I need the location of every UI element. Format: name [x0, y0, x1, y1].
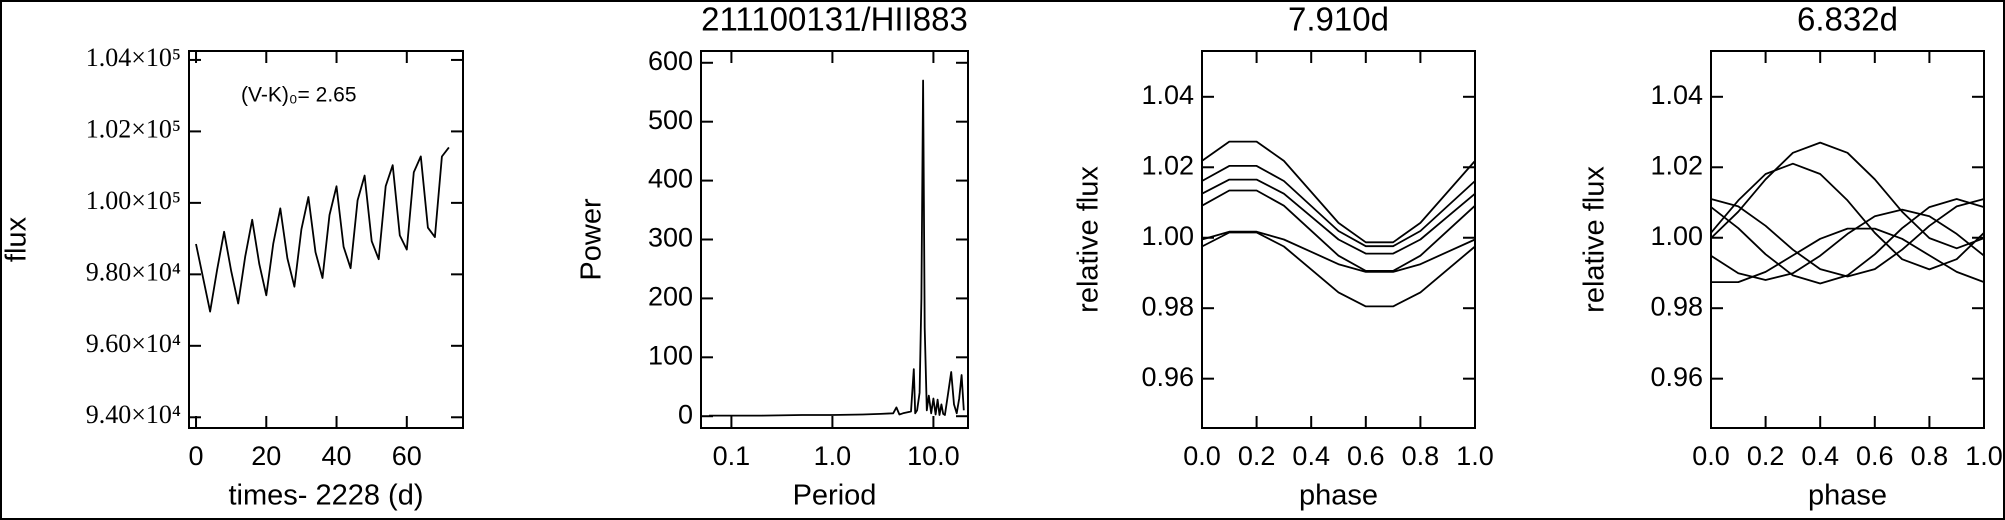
- plot-frame: [1710, 50, 1985, 429]
- y-tick-label: 300: [648, 223, 693, 253]
- y-axis-label: relative flux: [1579, 166, 1611, 313]
- chart-title: 211100131/HII883: [701, 1, 968, 38]
- y-tick-label: 0.98: [1141, 291, 1194, 321]
- x-tick-label: 1.0: [1456, 441, 1494, 471]
- y-tick-label: 0: [678, 399, 693, 429]
- y-tick-label: 1.04: [1141, 80, 1194, 110]
- data-line: [1201, 178, 1476, 255]
- y-tick-label: 500: [648, 105, 693, 135]
- y-tick-label: 1.02: [1141, 150, 1194, 180]
- x-tick-label: 0.1: [713, 441, 751, 471]
- y-tick-label: 0.98: [1650, 291, 1703, 321]
- data-line: [1201, 231, 1476, 308]
- y-tick-label: 600: [648, 46, 693, 76]
- x-tick-label: 0.2: [1238, 441, 1276, 471]
- x-tick-label: 1.0: [1965, 441, 2003, 471]
- x-tick-label: 0: [189, 441, 204, 471]
- y-tick-label: 200: [648, 282, 693, 312]
- x-tick-label: 0.4: [1292, 441, 1330, 471]
- x-tick-label: 10.0: [907, 441, 960, 471]
- y-tick-label: 0.96: [1650, 362, 1703, 392]
- y-tick-label: 1.04: [1650, 80, 1703, 110]
- annotation: (V-K)₀= 2.65: [241, 84, 357, 107]
- data-line: [1201, 165, 1476, 248]
- y-axis-label: flux: [1, 216, 33, 262]
- data-line: [1201, 189, 1476, 272]
- x-tick-label: 20: [251, 441, 281, 471]
- y-axis-label: relative flux: [1073, 166, 1105, 313]
- x-axis-label: phase: [1299, 480, 1378, 512]
- data-line: [1710, 208, 1985, 281]
- y-tick-label: 1.04×10⁵: [86, 43, 181, 72]
- x-tick-label: 0.0: [1183, 441, 1221, 471]
- x-tick-label: 0.6: [1856, 441, 1894, 471]
- x-tick-label: 0.0: [1692, 441, 1730, 471]
- x-axis-label: Period: [793, 480, 877, 512]
- plot-frame: [188, 50, 464, 429]
- chart-title: 6.832d: [1797, 1, 1898, 38]
- data-line: [1710, 162, 1985, 271]
- y-tick-label: 400: [648, 164, 693, 194]
- x-axis-label: phase: [1808, 480, 1887, 512]
- x-tick-label: 0.8: [1911, 441, 1949, 471]
- y-axis-label: Power: [576, 198, 608, 281]
- y-tick-label: 0.96: [1141, 362, 1194, 392]
- x-tick-label: 40: [322, 441, 352, 471]
- data-line: [195, 146, 450, 313]
- x-tick-label: 0.2: [1747, 441, 1785, 471]
- x-tick-label: 0.6: [1347, 441, 1385, 471]
- x-tick-label: 60: [392, 441, 422, 471]
- x-tick-label: 1.0: [814, 441, 852, 471]
- x-tick-label: 0.4: [1801, 441, 1839, 471]
- data-line: [1710, 198, 1985, 285]
- x-axis-label: times- 2228 (d): [228, 480, 423, 512]
- y-tick-label: 9.40×10⁴: [86, 400, 181, 429]
- y-tick-label: 9.60×10⁴: [86, 329, 181, 358]
- data-line: [1201, 140, 1476, 244]
- y-tick-label: 1.00: [1141, 221, 1194, 251]
- y-tick-label: 1.02×10⁵: [86, 114, 181, 143]
- y-tick-label: 9.80×10⁴: [86, 257, 181, 286]
- data-line: [1710, 198, 1985, 278]
- x-tick-label: 0.8: [1402, 441, 1440, 471]
- data-line: [709, 79, 965, 417]
- y-tick-label: 1.02: [1650, 150, 1703, 180]
- chart-title: 7.910d: [1288, 1, 1389, 38]
- y-tick-label: 1.00×10⁵: [86, 186, 181, 215]
- y-tick-label: 1.00: [1650, 221, 1703, 251]
- data-line: [1711, 227, 1985, 283]
- y-tick-label: 100: [648, 340, 693, 370]
- data-line: [1710, 141, 1985, 250]
